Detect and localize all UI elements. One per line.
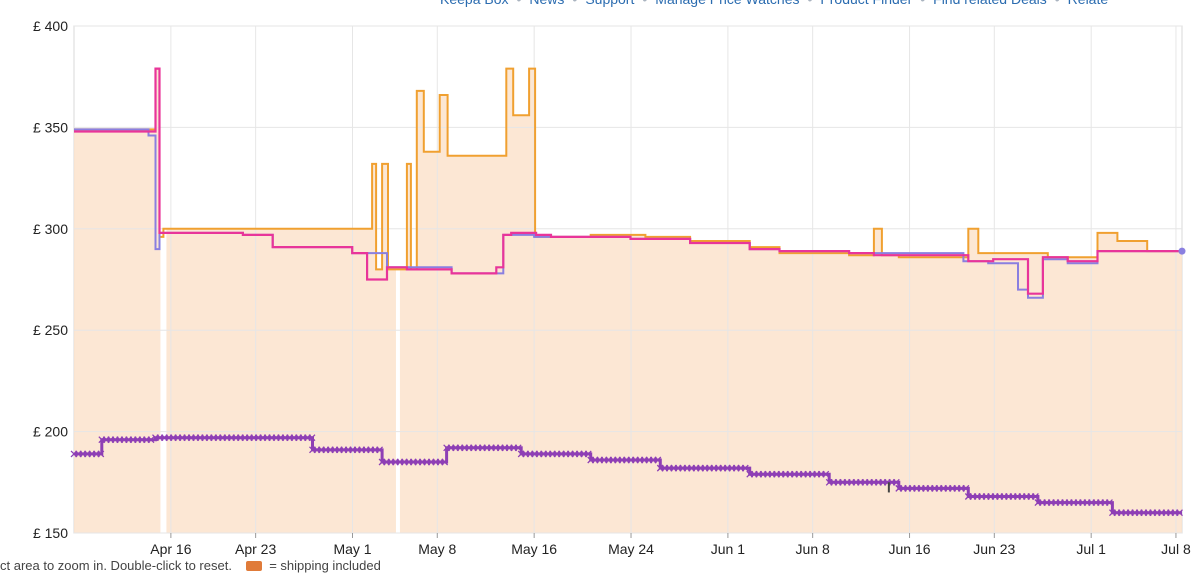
- y-tick-label: £ 400: [33, 18, 68, 34]
- y-tick-label: £ 200: [33, 424, 68, 440]
- shipping-truck-icon: [245, 561, 262, 571]
- series-line-new_3rd[interactable]: [74, 67, 1182, 295]
- chart-footer: ct area to zoom in. Double-click to rese…: [0, 558, 1200, 574]
- used-marker: [1176, 509, 1183, 517]
- used-marker: [741, 464, 749, 472]
- y-tick-label: £ 350: [33, 119, 68, 135]
- nav-separator: •: [564, 0, 585, 7]
- series-line-used[interactable]: [74, 436, 1182, 515]
- used-marker: [308, 434, 316, 442]
- data-gap-band-1: [395, 26, 400, 533]
- x-tick-label: Jun 23: [973, 541, 1015, 557]
- nav-link-1[interactable]: News: [529, 0, 564, 7]
- nav-separator: •: [800, 0, 821, 7]
- amazon-area-fill: [74, 68, 1182, 533]
- y-tick-label: £ 250: [33, 322, 68, 338]
- used-marker: [1106, 499, 1113, 507]
- nav-separator: •: [912, 0, 933, 7]
- used-marker: [892, 478, 900, 486]
- nav-separator: •: [634, 0, 655, 7]
- zoom-hint: ct area to zoom in. Double-click to rese…: [0, 558, 232, 573]
- used-marker: [654, 456, 662, 464]
- used-marker: [1031, 493, 1039, 500]
- price-history-chart[interactable]: £ 150 £ 200 £ 250 £ 300 £ 350 £ 400 Apr 16 Apr …: [0, 0, 1200, 557]
- nav-link-0[interactable]: Keepa Box: [440, 0, 509, 7]
- series-line-amazon[interactable]: [74, 67, 1182, 271]
- x-tick-label: May 24: [608, 541, 654, 557]
- nav-link-2[interactable]: Support: [585, 0, 634, 7]
- current-price-dot[interactable]: [1178, 247, 1186, 255]
- y-tick-label: £ 150: [33, 525, 68, 541]
- x-tick-label: Jun 1: [711, 541, 745, 557]
- x-tick-label: May 16: [511, 541, 557, 557]
- used-marker: [376, 446, 384, 454]
- used-marker: [514, 444, 522, 452]
- x-tick-label: May 8: [418, 541, 456, 557]
- used-marker: [962, 484, 970, 492]
- x-tick-label: Jul 1: [1076, 541, 1106, 557]
- x-tick-label: Jul 8: [1161, 541, 1191, 557]
- nav-separator: •: [1047, 0, 1068, 7]
- nav-link-4[interactable]: Product Finder: [820, 0, 912, 7]
- nav-link-3[interactable]: Manage Price Watches: [655, 0, 799, 7]
- nav-separator: •: [509, 0, 530, 7]
- shipping-note: = shipping included: [269, 558, 381, 573]
- y-tick-label: £ 300: [33, 221, 68, 237]
- x-tick-label: Jun 16: [889, 541, 931, 557]
- nav-link-5[interactable]: Find related Deals: [933, 0, 1047, 7]
- x-tick-label: Apr 16: [150, 541, 191, 557]
- top-navigation: Keepa Box•News•Support•Manage Price Watc…: [440, 0, 1200, 9]
- used-marker: [441, 458, 449, 466]
- nav-link-6[interactable]: Relate: [1068, 0, 1108, 7]
- x-tick-label: May 1: [333, 541, 371, 557]
- x-tick-label: Jun 8: [796, 541, 830, 557]
- used-marker: [584, 450, 592, 458]
- used-marker: [822, 470, 830, 478]
- data-gap-band-0: [160, 26, 167, 533]
- used-marker: [97, 450, 105, 458]
- x-tick-label: Apr 23: [235, 541, 276, 557]
- used-marker: [147, 436, 155, 444]
